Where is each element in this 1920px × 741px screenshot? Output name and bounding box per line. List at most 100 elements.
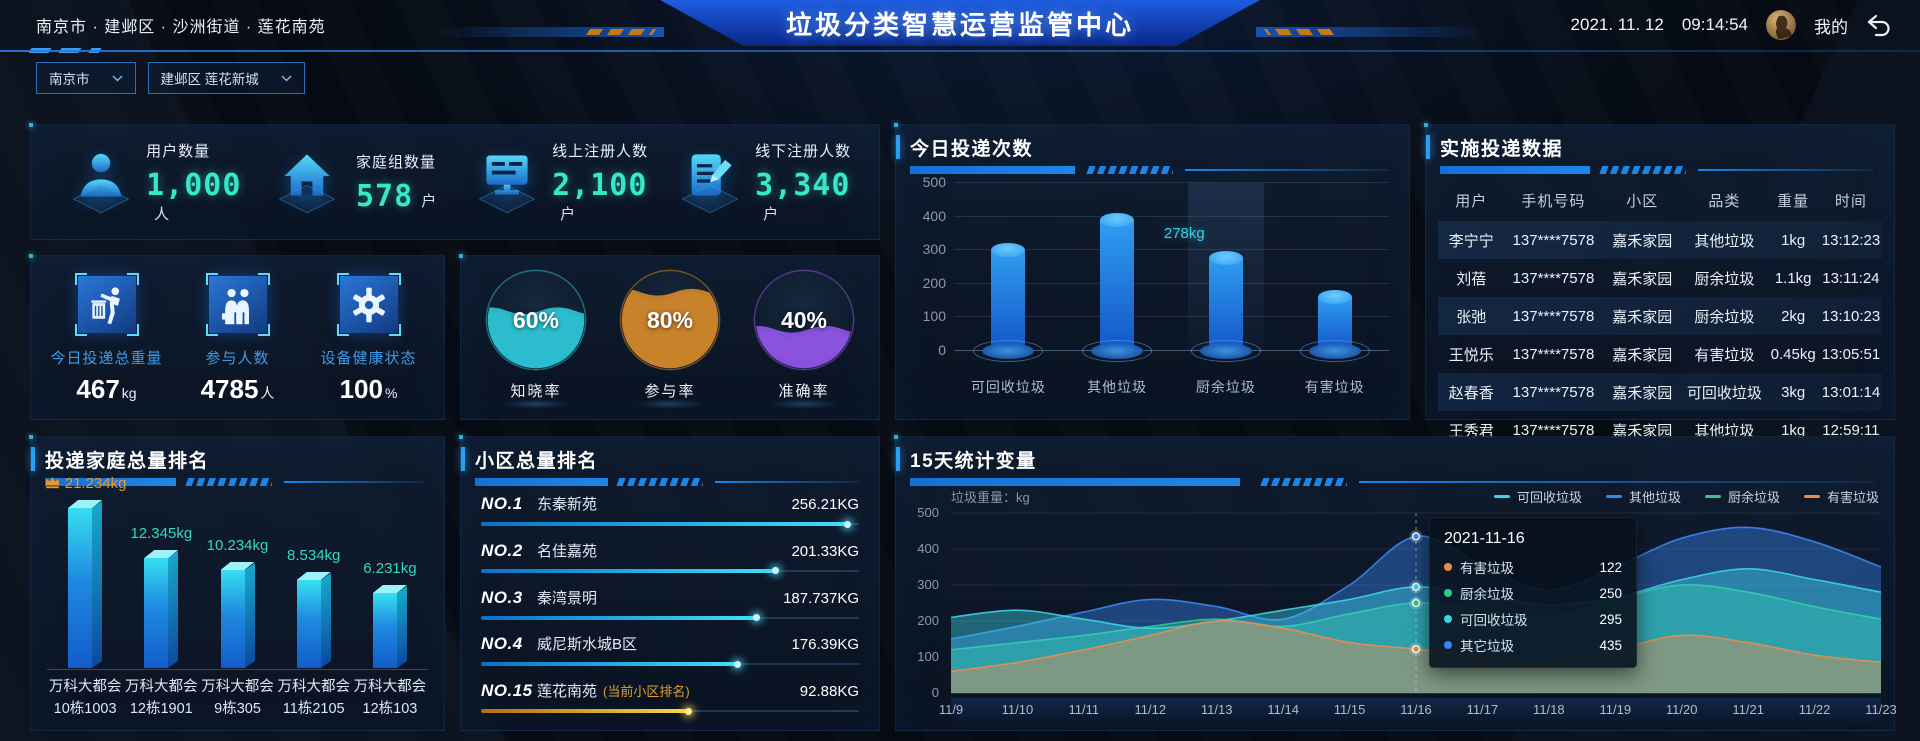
litter-disposal-icon [74, 273, 139, 333]
x-tick-label: 11/10 [1001, 702, 1034, 717]
y-tick-label: 100 [922, 308, 946, 325]
hatch-decoration [1259, 478, 1348, 486]
x-tick-label: 11/13 [1200, 702, 1233, 717]
stat-card-users: 用户数量 1,000 人 [49, 125, 252, 239]
series-dot [1444, 563, 1452, 571]
bar-other[interactable] [1063, 183, 1172, 362]
kpi-today-weight: 今日投递总重量 467 kg [41, 273, 172, 405]
family-bar[interactable]: 8.534kg [276, 495, 352, 668]
table-header-row: 用户 手机号码 小区 品类 重量 时间 [1438, 180, 1882, 221]
y-tick-label: 200 [922, 274, 946, 291]
legend-item[interactable]: 厨余垃圾 [1704, 487, 1780, 506]
gauge-awareness-rate: 60% 知晓率 [469, 268, 603, 411]
community-name: 东秦新苑 [537, 496, 598, 513]
community-select[interactable]: 建邺区 莲花新城 [147, 62, 305, 94]
rank-note: (当前小区排名) [603, 684, 690, 699]
panel-title: 小区总量排名 [461, 437, 879, 486]
stat-value: 2,100 [552, 168, 648, 203]
tooltip-row: 可回收垃圾 295 [1444, 609, 1622, 629]
community-select-value: 建邺区 莲花新城 [160, 72, 259, 87]
back-icon[interactable] [1866, 13, 1892, 37]
rank-number: NO.1 [481, 494, 523, 513]
family-bar[interactable]: 10.234kg [199, 495, 275, 668]
progress-bar [481, 660, 859, 668]
hatch-decoration [1084, 166, 1173, 174]
progress-bar [481, 567, 859, 575]
rank-item: NO.2 名佳嘉苑 201.33KG [481, 540, 859, 580]
community-name: 威尼斯水城B区 [537, 636, 638, 654]
kpi-label: 设备健康状态 [320, 350, 417, 367]
stat-unit: 人 [154, 206, 170, 223]
stat-unit: 户 [421, 192, 437, 210]
rank-value: 201.33KG [791, 542, 859, 560]
home-icon [274, 143, 340, 221]
column-header: 小区 [1626, 193, 1659, 210]
profile-button[interactable]: 我的 [1814, 17, 1848, 37]
table-row: 赵春香 137****7578 嘉禾家园 可回收垃圾 3kg 13:01:14 [1438, 373, 1882, 411]
tooltip-row: 有害垃圾 122 [1444, 557, 1622, 577]
y-tick-label: 200 [917, 613, 939, 628]
column-header: 时间 [1834, 193, 1867, 210]
gauge-percent: 80% [646, 306, 694, 333]
x-tick-label: 11/23 [1865, 702, 1897, 717]
stat-unit: 户 [763, 206, 779, 223]
legend-item[interactable]: 有害垃圾 [1803, 487, 1879, 506]
family-bar[interactable]: 12.345kg [123, 495, 199, 668]
x-category-label: 其他垃圾 [1087, 379, 1148, 395]
legend-item[interactable]: 可回收垃圾 [1493, 487, 1582, 506]
table-row: 刘蓓 137****7578 嘉禾家园 厨余垃圾 1.1kg 13:11:24 [1456, 269, 1880, 288]
bar-recyclable[interactable] [954, 183, 1063, 362]
kpi-value: 100 [339, 374, 383, 404]
stat-unit: 户 [560, 206, 576, 223]
x-category-label: 万科大都会 11栋2105 [277, 679, 350, 717]
liquid-gauge: 60% [484, 268, 588, 372]
chart-legend: 可回收垃圾 其他垃圾 厨余垃圾 有害垃圾 [1493, 487, 1879, 506]
family-bar[interactable]: 21.234kg [45, 475, 126, 668]
avatar[interactable] [1766, 10, 1796, 40]
legend-marker [1704, 494, 1721, 498]
rank-value: 176.39KG [791, 636, 859, 654]
city-select-value: 南京市 [49, 72, 90, 87]
family-bar[interactable]: 6.231kg [352, 495, 428, 668]
date-label: 2021. 11. 12 [1570, 15, 1664, 34]
header: 南京市 · 建邺区 · 沙洲街道 · 莲花南苑 垃圾分类智慧运营监管中心 202… [0, 0, 1920, 56]
x-tick-label: 11/18 [1533, 702, 1565, 717]
y-tick-label: 0 [938, 342, 946, 358]
x-tick-label: 11/12 [1134, 702, 1167, 717]
rate-gauges-panel: 60% 知晓率 80% 参与率 40% 准确率 [459, 254, 880, 420]
stat-label: 用户数量 [146, 143, 211, 160]
rank-number: NO.2 [481, 540, 523, 560]
kpi-label: 今日投递总重量 [50, 350, 163, 367]
city-select[interactable]: 南京市 [36, 62, 136, 94]
panel-title: 投递家庭总量排名 [31, 437, 444, 486]
community-name: 莲花南苑 [537, 683, 598, 700]
progress-bar [481, 614, 859, 621]
legend-item[interactable]: 其他垃圾 [1605, 487, 1681, 506]
trend-area-chart[interactable]: 0 100 200 300 400 500 2021-11-16 有害垃圾 122 厨余垃圾… [917, 505, 1882, 700]
legend-marker [1803, 494, 1820, 498]
hatch-decoration [1598, 166, 1687, 174]
crown-icon [45, 476, 60, 489]
family-ranking-chart[interactable]: 21.234kg 12.345kg 10.234kg 8.534kg 6.231… [45, 475, 428, 668]
hatch-decoration [615, 478, 704, 486]
series-dot [1444, 589, 1452, 597]
tooltip-row: 其它垃圾 435 [1444, 635, 1622, 655]
rank-number: NO.15 [481, 681, 533, 700]
panel-title: 实施投递数据 [1426, 125, 1894, 174]
bar-harmful[interactable] [1280, 183, 1389, 362]
table-row: 王秀君 137****7578 嘉禾家园 其他垃圾 1kg 12:59:11 [1448, 421, 1880, 440]
stat-label: 线下注册人数 [755, 143, 852, 160]
x-category-label: 万科大都会 10栋1003 [48, 679, 122, 717]
y-tick-label: 500 [922, 174, 946, 190]
y-axis-ticks: 0 100 200 300 400 500 [905, 505, 943, 700]
time-label: 09:14:54 [1681, 15, 1748, 34]
x-tick-label: 11/19 [1599, 702, 1632, 717]
community-ranking-panel: 小区总量排名 NO.1 东秦新苑 256.21KG NO.2 名佳嘉苑 201.33KG… [459, 435, 880, 731]
x-tick-label: 11/11 [1068, 702, 1100, 717]
x-tick-label: 11/21 [1732, 702, 1764, 717]
chevron-down-icon [281, 74, 292, 82]
today-deliveries-chart[interactable]: 0 100 200 300 400 500 278kg [923, 174, 1389, 362]
axis-baseline [47, 669, 428, 670]
bar-kitchen[interactable] [1172, 183, 1281, 362]
bar-value-label: 8.534kg [287, 547, 341, 564]
